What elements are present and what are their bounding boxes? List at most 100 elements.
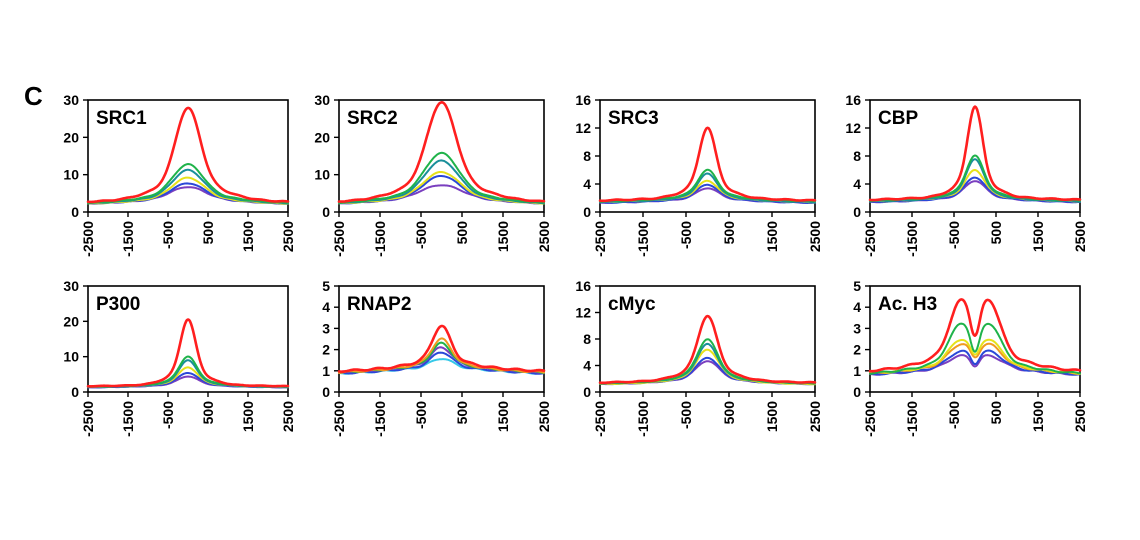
- x-tick-label: -2500: [331, 401, 347, 437]
- y-tick-label: 0: [583, 204, 591, 220]
- x-tick-label: -500: [160, 401, 176, 429]
- y-tick-label: 30: [63, 92, 79, 108]
- plot-frame: [338, 285, 545, 393]
- chart-panel: 0 1 2 3 4 5 -2500 -1500 -500 500 1500 2500 RNAP2: [322, 278, 552, 437]
- x-tick-label: 2500: [280, 401, 296, 432]
- panel-title: Ac. H3: [878, 294, 937, 315]
- series-line-red: [86, 106, 290, 204]
- x-tick-label: -500: [946, 401, 962, 429]
- y-tick-label: 16: [575, 278, 591, 294]
- x-tick-label: -1500: [372, 401, 388, 437]
- series-line-red: [337, 101, 546, 203]
- plot-frame: [87, 285, 289, 393]
- x-tick-label: 1500: [1030, 401, 1046, 432]
- x-tick-label: 500: [454, 221, 470, 245]
- chart-panel: 0 10 20 30 -2500 -1500 -500 500 1500 2500 SRC2: [314, 92, 552, 257]
- series-line-green: [869, 322, 1081, 375]
- x-tick-label: 500: [721, 401, 737, 425]
- x-tick-label: -500: [160, 221, 176, 249]
- x-tick-label: 1500: [495, 401, 511, 432]
- y-tick-label: 10: [314, 167, 330, 183]
- panel-title: SRC2: [347, 108, 398, 129]
- x-tick-label: -2500: [862, 401, 878, 437]
- series-line-yellow: [599, 348, 816, 386]
- x-tick-label: -2500: [592, 221, 608, 257]
- series-line-red: [337, 324, 546, 374]
- y-tick-label: 3: [322, 320, 330, 336]
- x-tick-label: -1500: [120, 401, 136, 437]
- series-line-blue: [869, 349, 1081, 376]
- y-tick-label: 4: [853, 176, 861, 192]
- y-tick-label: 12: [575, 305, 591, 321]
- x-tick-label: -500: [413, 401, 429, 429]
- x-tick-label: 1500: [240, 401, 256, 432]
- chart-panel: 0 1 2 3 4 5 -2500 -1500 -500 500 1500 2500 Ac. H3: [853, 278, 1088, 437]
- y-tick-label: 2: [322, 342, 330, 358]
- y-tick-label: 5: [322, 278, 330, 294]
- y-tick-label: 1: [322, 363, 330, 379]
- panel-letter: C: [24, 81, 43, 111]
- x-tick-label: 1500: [240, 221, 256, 252]
- x-tick-label: -2500: [80, 221, 96, 257]
- y-tick-label: 30: [63, 278, 79, 294]
- panel-title: CBP: [878, 108, 918, 129]
- y-tick-label: 4: [853, 299, 861, 315]
- y-tick-label: 20: [63, 129, 79, 145]
- y-tick-label: 20: [314, 129, 330, 145]
- y-tick-label: 16: [845, 92, 861, 108]
- x-tick-label: 500: [200, 401, 216, 425]
- y-tick-label: 0: [322, 384, 330, 400]
- x-tick-label: 500: [988, 401, 1004, 425]
- y-tick-label: 10: [63, 349, 79, 365]
- panel-title: SRC1: [96, 108, 147, 129]
- y-tick-label: 1: [853, 363, 861, 379]
- y-tick-label: 20: [63, 313, 79, 329]
- y-tick-label: 4: [322, 299, 330, 315]
- x-tick-label: -1500: [372, 221, 388, 257]
- x-tick-label: 1500: [764, 401, 780, 432]
- x-tick-label: -1500: [635, 221, 651, 257]
- series-line-blue: [869, 176, 1081, 204]
- y-tick-label: 8: [583, 331, 591, 347]
- y-tick-label: 30: [314, 92, 330, 108]
- x-tick-label: 2500: [536, 401, 552, 432]
- x-tick-label: -1500: [120, 221, 136, 257]
- series-line-red: [868, 298, 1082, 373]
- chart-panel: 0 4 8 12 16 -2500 -1500 -500 500 1500 2500 cMyc: [575, 278, 823, 437]
- y-tick-label: 16: [575, 92, 591, 108]
- series-line-blue: [599, 183, 816, 204]
- x-tick-label: 2500: [536, 221, 552, 252]
- series-line-red: [86, 318, 290, 388]
- y-tick-label: 0: [853, 204, 861, 220]
- series-line-red: [868, 105, 1082, 202]
- x-tick-label: 2500: [807, 221, 823, 252]
- x-tick-label: -500: [413, 221, 429, 249]
- series-line-red: [598, 126, 817, 203]
- y-tick-label: 5: [853, 278, 861, 294]
- y-tick-label: 0: [71, 384, 79, 400]
- panel-title: cMyc: [608, 294, 656, 315]
- y-tick-label: 8: [583, 148, 591, 164]
- y-tick-label: 0: [71, 204, 79, 220]
- series-line-blue: [338, 351, 545, 375]
- chart-panel: 0 10 20 30 -2500 -1500 -500 500 1500 2500 SRC1: [63, 92, 296, 257]
- y-tick-label: 12: [575, 120, 591, 136]
- y-tick-label: 12: [845, 120, 861, 136]
- x-tick-label: -1500: [904, 401, 920, 437]
- plot-frame: [338, 99, 545, 213]
- x-tick-label: 1500: [764, 221, 780, 252]
- panel-title: SRC3: [608, 108, 659, 129]
- y-tick-label: 3: [853, 320, 861, 336]
- y-tick-label: 4: [583, 358, 591, 374]
- x-tick-label: 2500: [1072, 221, 1088, 252]
- chart-panel: 0 10 20 30 -2500 -1500 -500 500 1500 2500 P300: [63, 278, 296, 437]
- x-tick-label: -2500: [80, 401, 96, 437]
- y-tick-label: 2: [853, 342, 861, 358]
- y-tick-label: 10: [63, 167, 79, 183]
- chart-panel: 0 4 8 12 16 -2500 -1500 -500 500 1500 2500 CBP: [845, 92, 1088, 257]
- panel-title: P300: [96, 294, 140, 315]
- x-tick-label: 2500: [280, 221, 296, 252]
- x-tick-label: 1500: [495, 221, 511, 252]
